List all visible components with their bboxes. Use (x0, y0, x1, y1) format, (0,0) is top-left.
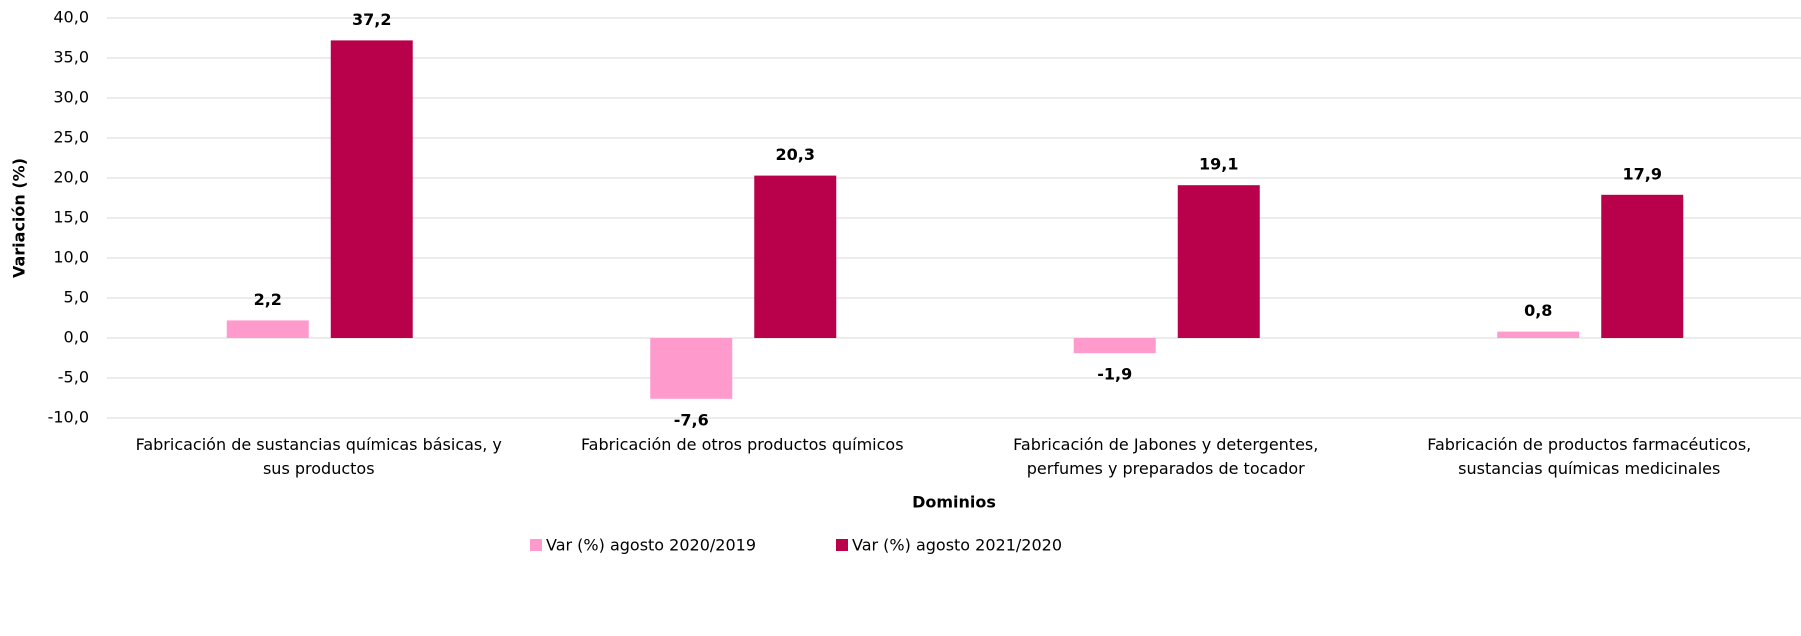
x-tick-label: Fabricación de sustancias químicas básic… (135, 435, 502, 478)
data-label: 19,1 (1199, 155, 1238, 174)
y-tick-label: 15,0 (53, 208, 89, 227)
data-label: 17,9 (1623, 164, 1662, 183)
y-tick-label: 25,0 (53, 128, 89, 147)
data-label: 37,2 (352, 10, 391, 29)
y-tick-label: 40,0 (53, 8, 89, 27)
legend-swatch (530, 539, 542, 551)
y-tick-label: 20,0 (53, 168, 89, 187)
bar (650, 338, 733, 399)
legend-label: Var (%) agosto 2021/2020 (852, 536, 1062, 555)
y-tick-label: 5,0 (64, 288, 89, 307)
y-tick-label: -10,0 (48, 408, 89, 427)
bar (1177, 185, 1260, 338)
y-tick-label: 35,0 (53, 48, 89, 67)
bar (1497, 331, 1580, 338)
data-label: -7,6 (674, 410, 709, 429)
data-label: -1,9 (1097, 365, 1132, 384)
y-tick-label: 0,0 (64, 328, 89, 347)
legend-swatch (836, 539, 848, 551)
bar (1601, 194, 1684, 338)
y-tick-label: 30,0 (53, 88, 89, 107)
x-tick-label: Fabricación de productos farmacéuticos, … (1427, 435, 1752, 478)
bar (1073, 338, 1156, 354)
y-tick-label: 10,0 (53, 248, 89, 267)
x-tick-label: Fabricación de otros productos químicos (580, 435, 904, 454)
bar (226, 320, 309, 338)
bar (754, 175, 837, 338)
y-tick-label: -5,0 (58, 368, 89, 387)
data-label: 0,8 (1524, 301, 1552, 320)
x-tick-label: Fabricación de Jabones y detergentes, pe… (1013, 435, 1319, 478)
bar (330, 40, 413, 339)
data-label: 2,2 (254, 290, 282, 309)
y-axis-title: Variación (%) (10, 158, 29, 278)
x-axis-title: Dominios (912, 493, 996, 512)
legend-label: Var (%) agosto 2020/2019 (546, 536, 756, 555)
data-label: 20,3 (776, 145, 815, 164)
